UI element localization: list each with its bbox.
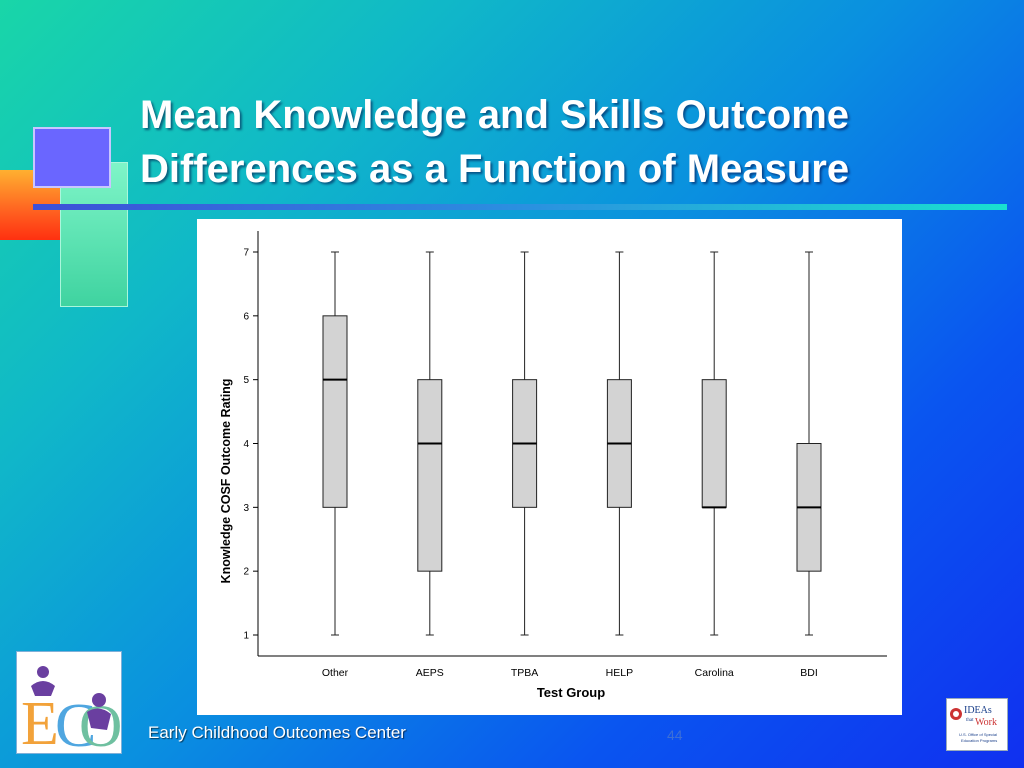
ideas-logo-word-ideas: IDEAs (964, 705, 992, 716)
page-number: 44 (667, 727, 683, 743)
ideas-that-work-logo: IDEAs that Work U.S. Office of Special E… (946, 698, 1008, 751)
svg-text:E: E (21, 690, 59, 753)
ideas-logo-word-work: Work (975, 717, 997, 728)
x-tick-label: Other (322, 667, 349, 679)
title-divider (33, 204, 1007, 210)
eco-logo: E C O (16, 651, 122, 760)
x-tick-label: Carolina (695, 667, 734, 679)
y-tick-label: 7 (243, 248, 249, 259)
slide-title: Mean Knowledge and Skills Outcome Differ… (140, 88, 990, 196)
boxplot-chart: 1 2 3 4 5 6 7 Other AEPS TPBA HELP Carolina BDI Know… (219, 231, 887, 700)
y-tick-label: 1 (243, 631, 249, 642)
x-tick-label: BDI (800, 667, 818, 679)
y-tick-label: 3 (243, 503, 249, 514)
slide-title-line-1: Mean Knowledge and Skills Outcome (140, 93, 850, 137)
box-iqr (322, 315, 348, 508)
ideas-logo-caption-2: Education Programs (961, 738, 997, 743)
x-tick-label: AEPS (416, 667, 444, 679)
y-tick-label: 5 (243, 375, 249, 386)
footer-text: Early Childhood Outcomes Center (148, 723, 406, 742)
ideas-logo-caption-1: U.S. Office of Special (959, 732, 997, 737)
eco-logo-graphic: E C O (21, 666, 122, 760)
y-tick-label: 2 (243, 567, 249, 578)
y-tick-label: 6 (243, 311, 249, 322)
y-axis-label: Knowledge COSF Outcome Rating (219, 379, 233, 584)
chart-panel: 1 2 3 4 5 6 7 Other AEPS TPBA HELP Carolina BDI Know… (197, 219, 902, 715)
svg-text:C: C (55, 692, 96, 753)
x-tick-label: HELP (606, 667, 633, 679)
slide-title-line-2: Differences as a Function of Measure (140, 147, 850, 191)
box-iqr (701, 379, 727, 508)
ideas-logo-word-that: that (966, 718, 974, 723)
box-iqr (417, 379, 443, 572)
x-tick-label: TPBA (511, 667, 538, 679)
y-tick-label: 4 (243, 439, 249, 450)
decorative-blue-square (33, 127, 111, 188)
x-axis-label: Test Group (537, 685, 605, 700)
